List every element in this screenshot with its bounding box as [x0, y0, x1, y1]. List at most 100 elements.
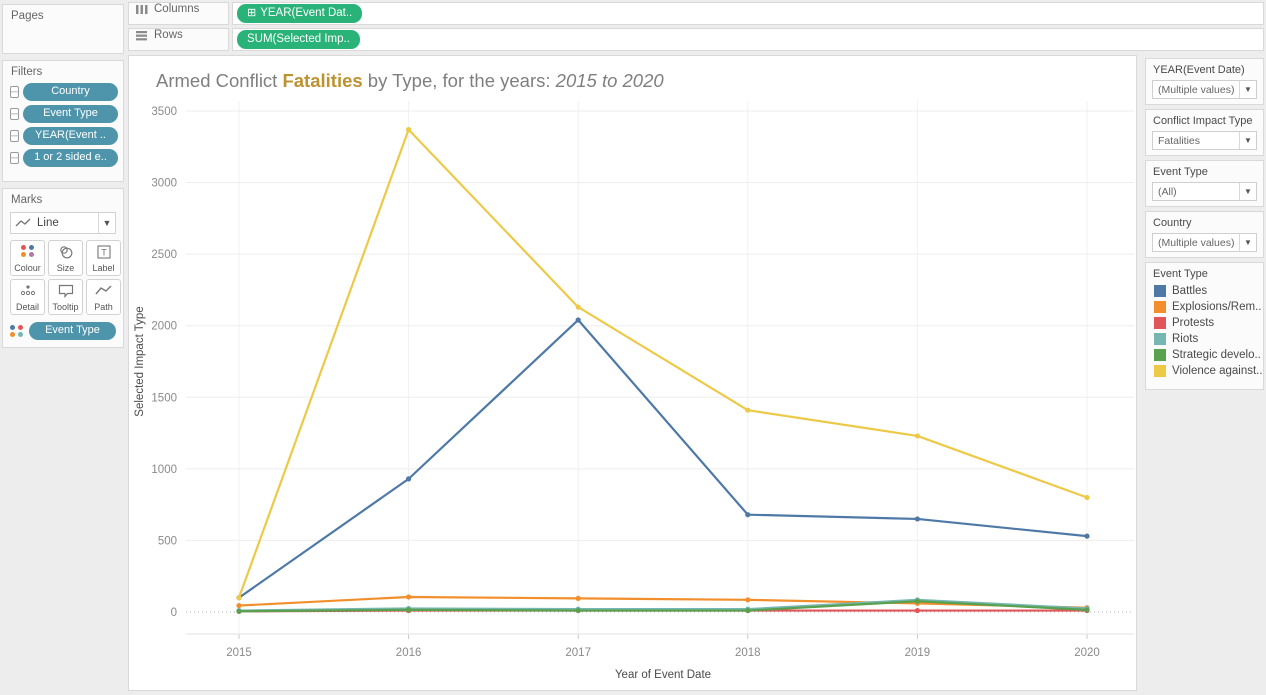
data-point[interactable] [575, 607, 581, 614]
quick-filter-dropdown[interactable]: Fatalities ▼ [1152, 131, 1257, 150]
y-tick-label: 1500 [151, 392, 177, 404]
data-point[interactable] [575, 317, 581, 323]
chevron-down-icon[interactable]: ▼ [98, 213, 115, 233]
legend-item[interactable]: Violence against.. [1146, 363, 1263, 379]
tooltip-button[interactable]: Tooltip [48, 279, 83, 315]
data-point[interactable] [914, 433, 921, 439]
data-point[interactable] [406, 476, 412, 482]
size-button[interactable]: Size [48, 240, 83, 276]
quick-filter-dropdown[interactable]: (Multiple values) ▼ [1152, 233, 1257, 252]
x-tick-label: 2015 [226, 647, 252, 659]
y-tick-label: 3500 [151, 106, 177, 118]
chevron-down-icon[interactable]: ▼ [1239, 81, 1256, 98]
legend-label: Explosions/Rem.. [1172, 301, 1262, 313]
label-button[interactable]: T Label [86, 240, 121, 276]
rows-shelf-label: Rows [128, 28, 229, 51]
rows-icon [136, 30, 147, 40]
filter-pill[interactable]: YEAR(Event .. [23, 127, 118, 145]
marks-title: Marks [11, 194, 43, 206]
data-point[interactable] [1084, 533, 1090, 539]
legend-item[interactable]: Battles [1146, 283, 1263, 299]
rows-pill-label: SUM(Selected Imp.. [247, 33, 350, 45]
series-line-battles[interactable] [237, 318, 1089, 599]
path-icon [94, 285, 111, 295]
color-dots-icon [10, 325, 24, 337]
series-line-violence-against-[interactable] [237, 128, 1089, 599]
data-point[interactable] [236, 602, 242, 609]
data-point[interactable] [1084, 607, 1090, 613]
columns-shelf-label: Columns [128, 2, 229, 25]
title-highlight: Fatalities [282, 70, 363, 91]
quick-filter-card: Event Type (All) ▼ [1145, 160, 1264, 207]
data-point[interactable] [236, 595, 242, 601]
data-point[interactable] [745, 607, 751, 614]
data-point[interactable] [575, 595, 581, 602]
quick-filter-dropdown[interactable]: (Multiple values) ▼ [1152, 80, 1257, 99]
columns-shelf-text: Columns [154, 3, 200, 15]
filter-row: 1 or 2 sided e.. [3, 147, 123, 169]
quick-filter-value: (Multiple values) [1158, 236, 1235, 249]
filter-row: YEAR(Event .. [3, 125, 123, 147]
rows-shelf[interactable]: SUM(Selected Imp.. [232, 28, 1264, 51]
chevron-down-icon[interactable]: ▼ [1239, 183, 1256, 200]
colour-shelf-pill[interactable]: Event Type [29, 322, 116, 340]
series-line-strategic-develo-[interactable] [237, 600, 1089, 613]
marks-panel: Marks Line ▼ Colour Size T Label Detail [2, 188, 124, 348]
mark-type-value: Line [37, 217, 59, 229]
filter-pill[interactable]: 1 or 2 sided e.. [23, 149, 118, 167]
data-point[interactable] [914, 516, 921, 522]
tooltip-icon [58, 284, 73, 298]
data-point[interactable] [575, 304, 581, 310]
chevron-down-icon[interactable]: ▼ [1239, 234, 1256, 251]
pages-panel: Pages [2, 4, 124, 54]
data-point[interactable] [914, 598, 921, 604]
data-point[interactable] [745, 597, 751, 603]
data-point[interactable] [236, 608, 242, 614]
detail-button[interactable]: Detail [10, 279, 45, 315]
x-tick-label: 2018 [735, 647, 761, 659]
legend-item[interactable]: Protests [1146, 315, 1263, 331]
data-point[interactable] [745, 512, 751, 518]
x-tick-label: 2016 [396, 647, 422, 659]
legend-swatch [1154, 301, 1166, 313]
colour-button[interactable]: Colour [10, 240, 45, 276]
series-line-explosions-rem-[interactable] [237, 595, 1089, 609]
filter-pill[interactable]: Event Type [23, 105, 118, 123]
size-icon [59, 246, 72, 259]
legend-title: Event Type [1153, 268, 1208, 280]
path-button[interactable]: Path [86, 279, 121, 315]
chart-title: Armed Conflict Fatalities by Type, for t… [156, 70, 664, 92]
rows-pill[interactable]: SUM(Selected Imp.. [237, 30, 360, 49]
mark-type-dropdown[interactable]: Line ▼ [10, 212, 116, 234]
quick-filter-dropdown[interactable]: (All) ▼ [1152, 182, 1257, 201]
filters-panel: Filters Country Event Type YEAR(Event ..… [2, 60, 124, 182]
legend-item[interactable]: Strategic develo.. [1146, 347, 1263, 363]
legend-label: Violence against.. [1172, 365, 1263, 377]
data-point[interactable] [914, 607, 921, 614]
filters-title: Filters [11, 66, 43, 78]
data-point[interactable] [406, 127, 412, 133]
columns-pill-label: YEAR(Event Dat.. [260, 7, 353, 19]
field-icon [10, 152, 19, 164]
columns-shelf[interactable]: ⊞ YEAR(Event Dat.. [232, 2, 1264, 25]
expand-icon[interactable]: ⊞ [247, 7, 257, 19]
chevron-down-icon[interactable]: ▼ [1239, 132, 1256, 149]
legend-label: Protests [1172, 317, 1215, 329]
quick-filter-card: Conflict Impact Type Fatalities ▼ [1145, 109, 1264, 156]
filter-pill[interactable]: Country [23, 83, 118, 101]
data-point[interactable] [406, 607, 412, 613]
legend-item[interactable]: Riots [1146, 331, 1263, 347]
legend-item[interactable]: Explosions/Rem.. [1146, 299, 1263, 315]
columns-pill[interactable]: ⊞ YEAR(Event Dat.. [237, 4, 363, 23]
data-point[interactable] [1084, 494, 1090, 501]
y-tick-label: 0 [171, 607, 177, 619]
legend-swatch [1154, 349, 1166, 361]
data-point[interactable] [406, 594, 412, 600]
x-tick-label: 2017 [565, 647, 591, 659]
y-axis-title: Selected Impact Type [134, 306, 146, 416]
series-line-riots[interactable] [237, 598, 1089, 612]
data-point[interactable] [745, 407, 751, 413]
line-chart: 2015 2016 2017 2018 2019 2020 0 500 1000 1500 2000… [134, 101, 1134, 681]
rows-shelf-text: Rows [154, 29, 183, 41]
